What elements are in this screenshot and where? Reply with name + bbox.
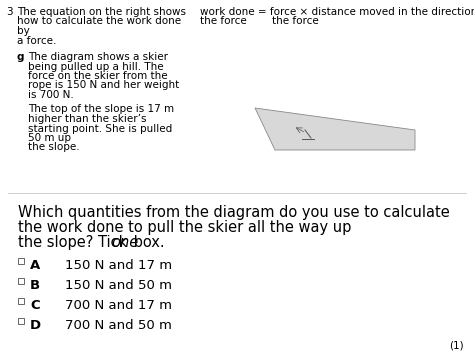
Text: force on the skier from the: force on the skier from the: [28, 71, 168, 81]
Text: g: g: [17, 52, 25, 62]
Text: The top of the slope is 17 m: The top of the slope is 17 m: [28, 104, 174, 115]
Text: a force.: a force.: [17, 36, 56, 46]
Text: starting point. She is pulled: starting point. She is pulled: [28, 123, 172, 134]
Text: one: one: [111, 235, 139, 250]
Text: 700 N and 17 m: 700 N and 17 m: [65, 299, 172, 312]
Polygon shape: [255, 108, 415, 150]
Text: A: A: [30, 259, 40, 272]
Text: the force: the force: [272, 17, 319, 27]
Text: the force: the force: [200, 17, 247, 27]
Text: work done = force × distance moved in the direction of: work done = force × distance moved in th…: [200, 7, 474, 17]
Text: C: C: [30, 299, 40, 312]
Text: (1): (1): [449, 341, 464, 351]
Text: how to calculate the work done: how to calculate the work done: [17, 17, 181, 27]
Text: 150 N and 50 m: 150 N and 50 m: [65, 279, 172, 292]
Text: by: by: [17, 26, 30, 36]
Text: is 700 N.: is 700 N.: [28, 90, 74, 100]
Text: 3: 3: [6, 7, 13, 17]
Text: being pulled up a hill. The: being pulled up a hill. The: [28, 61, 164, 71]
Text: 700 N and 50 m: 700 N and 50 m: [65, 319, 172, 332]
Text: the work done to pull the skier all the way up: the work done to pull the skier all the …: [18, 220, 351, 235]
Text: D: D: [30, 319, 41, 332]
Text: 150 N and 17 m: 150 N and 17 m: [65, 259, 172, 272]
Bar: [18, 298, 24, 304]
Bar: [18, 258, 24, 264]
Text: The equation on the right shows: The equation on the right shows: [17, 7, 186, 17]
Text: Which quantities from the diagram do you use to calculate: Which quantities from the diagram do you…: [18, 205, 450, 220]
Bar: [18, 278, 24, 284]
Text: 50 m up: 50 m up: [28, 133, 71, 143]
Text: rope is 150 N and her weight: rope is 150 N and her weight: [28, 80, 179, 90]
Text: higher than the skier’s: higher than the skier’s: [28, 114, 146, 124]
Bar: [18, 318, 24, 324]
Text: the slope.: the slope.: [28, 143, 80, 153]
Text: the slope? Tick: the slope? Tick: [18, 235, 132, 250]
Text: The diagram shows a skier: The diagram shows a skier: [28, 52, 168, 62]
Text: B: B: [30, 279, 40, 292]
Text: box.: box.: [129, 235, 165, 250]
